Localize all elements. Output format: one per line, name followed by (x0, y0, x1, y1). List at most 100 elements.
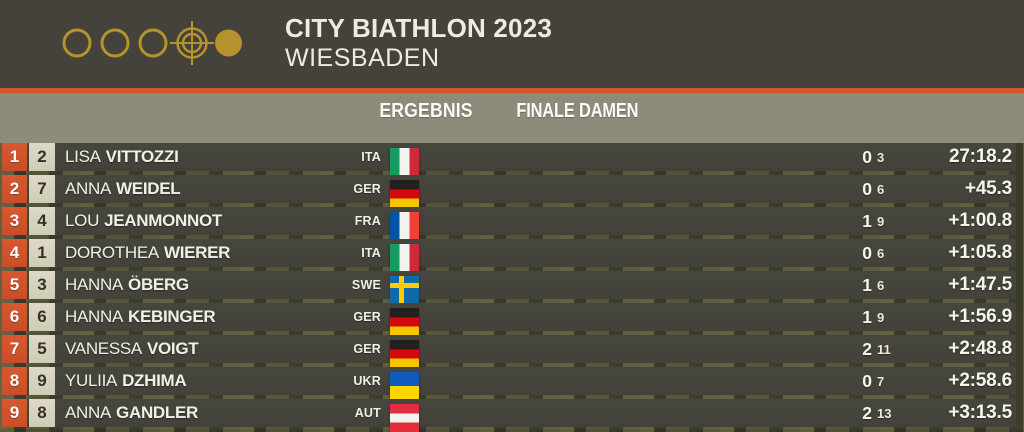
athlete-last-name: JEANMONNOT (104, 211, 222, 230)
athlete-name: ANNA WEIDEL (65, 175, 181, 203)
country-code: GER (353, 342, 381, 356)
total-detail: 9 (877, 310, 885, 325)
athlete-first-name: VANESSA (65, 339, 142, 358)
athlete-first-name: HANNA (65, 307, 124, 326)
athlete-name: ANNA GANDLER (65, 399, 198, 427)
athlete-name: LOU JEANMONNOT (65, 207, 222, 235)
athlete-name: LISA VITTOZZI (65, 143, 179, 171)
athlete-first-name: ANNA (65, 403, 112, 422)
rank-badge: 6 (2, 303, 27, 331)
total-misses: 0 (862, 371, 872, 391)
athlete-last-name: WIERER (163, 243, 231, 262)
rank-badge: 2 (2, 175, 27, 203)
bib-number: 7 (29, 175, 55, 203)
rank-badge: 9 (2, 399, 27, 427)
country-flag-icon (390, 275, 419, 304)
bib-number: 9 (29, 367, 55, 395)
accent-divider (0, 88, 1024, 93)
total-detail: 6 (877, 278, 885, 293)
total-detail: 6 (877, 246, 885, 261)
table-row: 3 4 LOU JEANMONNOT FRA 1 9 +1:00.8 (2, 207, 1016, 240)
panel-title: ERGEBNIS (378, 100, 473, 122)
event-title: CITY BIATHLON 2023 (285, 13, 553, 43)
country-code: FRA (354, 214, 381, 228)
athlete-first-name: ANNA (65, 179, 112, 198)
rank-badge: 3 (2, 207, 27, 235)
total-detail: 7 (877, 374, 885, 389)
country-code: SWE (351, 278, 381, 292)
bib-number: 3 (29, 271, 55, 299)
total-detail: 11 (877, 342, 891, 357)
athlete-last-name: VOIGT (146, 339, 199, 358)
athlete-first-name: LOU (65, 211, 100, 230)
result-time: +1:00.8 (948, 210, 1012, 231)
country-flag-icon (390, 371, 419, 400)
total-misses: 0 (862, 243, 872, 263)
country-flag-icon (390, 211, 419, 240)
total-detail: 13 (877, 406, 892, 421)
bib-number: 1 (29, 239, 55, 267)
table-row: 1 2 LISA VITTOZZI ITA 0 3 27:18.2 (2, 143, 1016, 176)
table-row: 4 1 DOROTHEA WIERER ITA 0 6 +1:05.8 (2, 239, 1016, 272)
result-time: +2:48.8 (948, 338, 1012, 359)
athlete-name: VANESSA VOIGT (65, 335, 199, 363)
country-code: GER (353, 310, 381, 324)
athlete-first-name: YULIIA (65, 371, 118, 390)
total-misses: 0 (862, 147, 872, 167)
rank-badge: 7 (2, 335, 27, 363)
country-flag-icon (390, 243, 419, 272)
country-code: ITA (361, 246, 381, 260)
country-code: GER (353, 182, 381, 196)
rank-badge: 1 (2, 143, 27, 171)
country-flag-icon (390, 147, 419, 176)
athlete-name: HANNA KEBINGER (65, 303, 216, 331)
rank-badge: 4 (2, 239, 27, 267)
result-time: +1:05.8 (948, 242, 1012, 263)
bib-number: 2 (29, 143, 55, 171)
event-titles: CITY BIATHLON 2023 WIESBADEN (285, 13, 552, 73)
bib-number: 8 (29, 399, 55, 427)
table-row: 6 6 HANNA KEBINGER GER 1 9 +1:56.9 (2, 303, 1016, 336)
bib-number: 4 (29, 207, 55, 235)
total-detail: 9 (877, 214, 885, 229)
result-time: 27:18.2 (948, 146, 1012, 167)
country-code: ITA (361, 150, 381, 164)
table-row: 2 7 ANNA WEIDEL GER 0 6 +45.3 (2, 175, 1016, 208)
result-time: +1:47.5 (948, 274, 1012, 295)
athlete-first-name: DOROTHEA (65, 243, 159, 262)
country-flag-icon (390, 403, 419, 432)
total-misses: 1 (862, 307, 872, 327)
total-misses: 2 (862, 339, 872, 359)
biathlon-logo-icon (62, 21, 242, 65)
athlete-name: HANNA ÖBERG (65, 271, 189, 299)
country-flag-icon (390, 307, 419, 336)
result-time: +2:58.6 (948, 370, 1012, 391)
panel-title-row: ERGEBNIS FINALE DAMEN (0, 100, 1024, 123)
result-time: +1:56.9 (948, 306, 1012, 327)
event-location: WIESBADEN (285, 44, 440, 72)
table-row: 7 5 VANESSA VOIGT GER 2 11 +2:48.8 (2, 335, 1016, 368)
results-panel-header: ERGEBNIS FINALE DAMEN TOTAL RESULT (0, 93, 1024, 236)
athlete-last-name: ÖBERG (128, 275, 189, 294)
rank-badge: 5 (2, 271, 27, 299)
athlete-last-name: VITTOZZI (105, 147, 179, 166)
results-table: 1 2 LISA VITTOZZI ITA 0 3 27:18.2 2 7 ANN… (2, 143, 1016, 432)
total-detail: 3 (877, 150, 885, 165)
total-misses: 1 (862, 275, 872, 295)
country-flag-icon (390, 179, 419, 208)
athlete-first-name: LISA (65, 147, 101, 166)
athlete-name: DOROTHEA WIERER (65, 239, 230, 267)
athlete-last-name: KEBINGER (128, 307, 216, 326)
athlete-last-name: GANDLER (116, 403, 199, 422)
broadcast-header: CITY BIATHLON 2023 WIESBADEN (0, 0, 1024, 88)
result-time: +3:13.5 (948, 402, 1012, 423)
athlete-name: YULIIA DZHIMA (65, 367, 187, 395)
total-misses: 2 (862, 403, 872, 423)
bib-number: 6 (29, 303, 55, 331)
country-flag-icon (390, 339, 419, 368)
rank-badge: 8 (2, 367, 27, 395)
panel-subtitle: FINALE DAMEN (516, 100, 639, 122)
athlete-last-name: WEIDEL (116, 179, 181, 198)
bib-number: 5 (29, 335, 55, 363)
table-row: 5 3 HANNA ÖBERG SWE 1 6 +1:47.5 (2, 271, 1016, 304)
